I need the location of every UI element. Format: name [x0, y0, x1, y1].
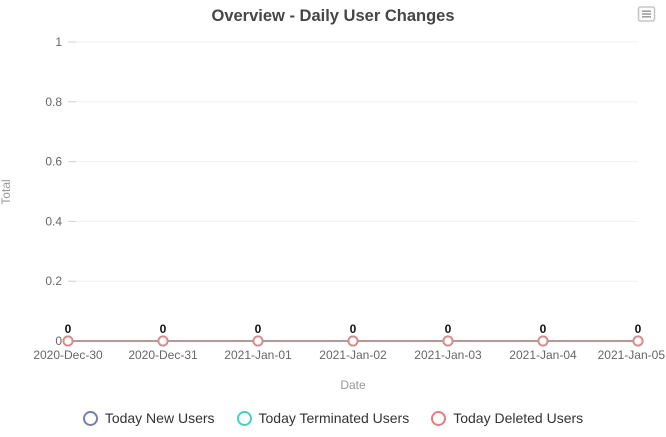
toolbox-data-view-icon[interactable] — [637, 5, 657, 25]
y-axis-tick-label: 0.2 — [45, 274, 62, 288]
legend-item[interactable]: Today Deleted Users — [431, 410, 583, 426]
data-point-label: 0 — [350, 322, 357, 336]
data-point[interactable] — [632, 335, 644, 347]
data-point[interactable] — [62, 335, 74, 347]
data-point-label: 0 — [540, 322, 547, 336]
data-point[interactable] — [442, 335, 454, 347]
data-point-label: 0 — [160, 322, 167, 336]
data-point[interactable] — [252, 335, 264, 347]
y-axis-tick-label: 0 — [55, 334, 62, 348]
x-axis-tick-label: 2021-Jan-02 — [319, 348, 387, 362]
data-point-label: 0 — [65, 322, 72, 336]
x-axis-title: Date — [340, 378, 366, 392]
y-axis-tick-label: 0.6 — [45, 155, 62, 169]
legend-item-label: Today Terminated Users — [258, 410, 410, 426]
data-point-label: 0 — [255, 322, 262, 336]
y-axis-tick-label: 0.4 — [45, 214, 62, 228]
y-axis-title: Total — [0, 179, 13, 205]
legend-item-label: Today Deleted Users — [453, 410, 584, 426]
legend-item[interactable]: Today Terminated Users — [236, 410, 410, 426]
legend-ring-icon — [431, 410, 447, 426]
data-point-label: 0 — [635, 322, 642, 336]
legend: Today New Users Today Terminated Users Tod… — [0, 410, 666, 426]
data-point[interactable] — [537, 335, 549, 347]
data-point-label: 0 — [445, 322, 452, 336]
x-axis-tick-label: 2021-Jan-03 — [414, 348, 482, 362]
data-view-menu-icon-glyph — [637, 6, 656, 22]
legend-item[interactable]: Today New Users — [82, 410, 215, 426]
x-axis-tick-label: 2020-Dec-31 — [128, 348, 198, 362]
legend-item-label: Today New Users — [104, 410, 215, 426]
y-axis-tick-label: 0.8 — [45, 95, 62, 109]
data-point[interactable] — [347, 335, 359, 347]
chart-title: Overview - Daily User Changes — [211, 7, 455, 25]
x-axis-tick-label: 2021-Jan-05 — [598, 348, 666, 362]
data-point[interactable] — [157, 335, 169, 347]
x-axis-tick-label: 2021-Jan-01 — [224, 348, 292, 362]
legend-ring-icon — [236, 410, 252, 426]
x-axis-tick-label: 2021-Jan-04 — [509, 348, 577, 362]
legend-ring-icon — [82, 410, 98, 426]
y-axis-tick-label: 1 — [55, 35, 62, 49]
x-axis-tick-label: 2020-Dec-30 — [33, 348, 103, 362]
